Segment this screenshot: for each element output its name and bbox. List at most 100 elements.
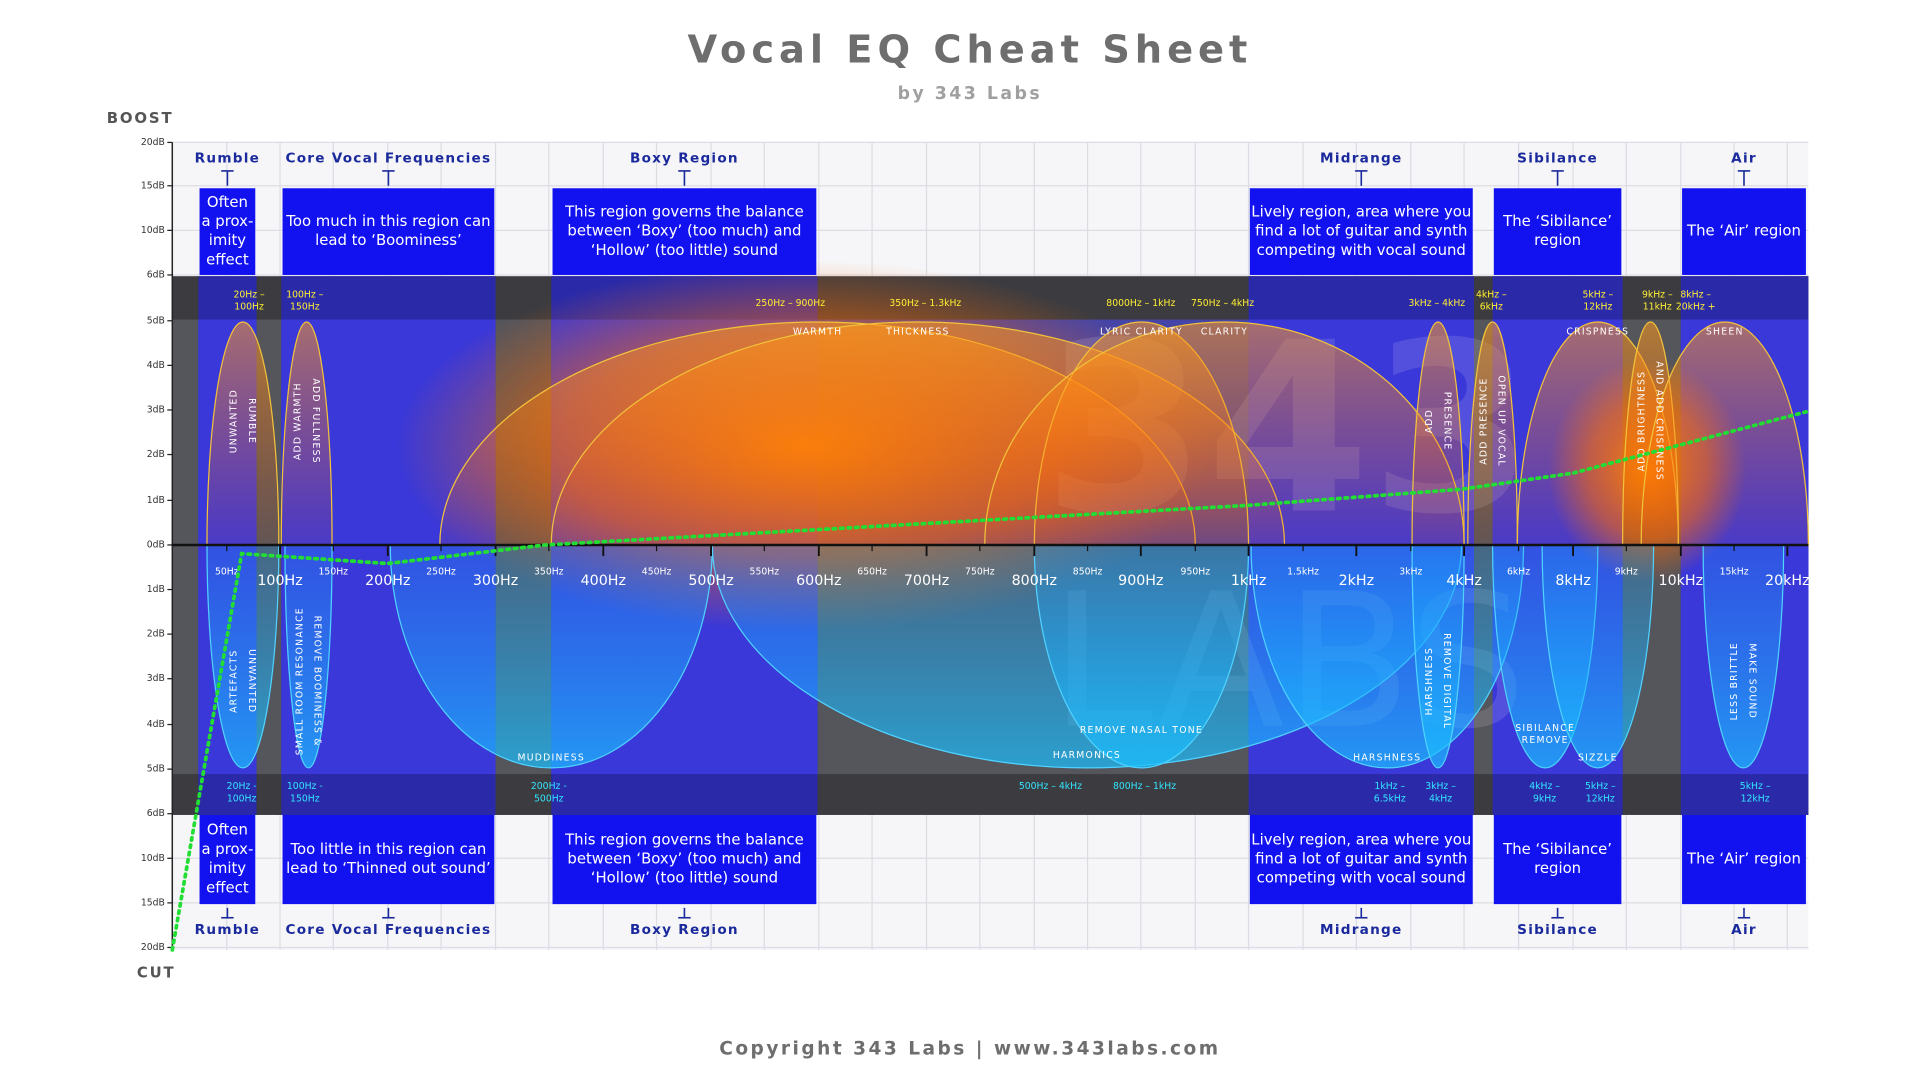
region-box [1682,188,1806,275]
y-tick-label: 2dB [147,449,165,460]
title: Vocal EQ Cheat Sheet [687,28,1252,73]
boost-label: ADD WARMTH [293,382,304,460]
boost-label: ADD PRESENCE [1478,377,1489,464]
boost-label: AND ADD CRISPNESS [1654,361,1665,481]
cut-range: 4kHz – [1529,781,1560,792]
cut-range: 5kHz – [1740,781,1771,792]
x-minor-label: 150Hz [319,567,349,578]
y-tick-label: 20dB [141,137,165,148]
x-minor-label: 6kHz [1507,567,1530,578]
region-text: Too little in this region can [289,840,486,858]
y-tick-label: 4dB [147,360,165,371]
region-text: ‘Hollow’ (too little) sound [591,869,778,887]
cut-label: MAKE SOUND [1747,643,1758,719]
y-tick-label: 10dB [141,853,165,864]
y-tick-label: 15dB [141,897,165,908]
x-minor-label: 350Hz [534,567,564,578]
boost-label: THICKNESS [885,326,950,337]
boost-range: 4kHz – [1476,289,1507,300]
region-text: find a lot of guitar and synth [1255,850,1467,868]
region-box [552,814,817,905]
x-tick-label: 100Hz [257,573,302,589]
region-text: region [1534,231,1581,249]
region-box [282,814,495,905]
cut-curve [284,544,333,769]
boost-curve [206,321,280,545]
region-name: Rumble [195,922,260,938]
cut-curve [1411,544,1465,769]
boost-label: CLARITY [1201,326,1248,337]
plot: 343LABS20dB15dB10dB6dB5dB4dB3dB2dB1dB0dB… [141,137,1811,953]
boost-range: 8000Hz – 1kHz [1106,298,1175,309]
region-text: Often [207,821,248,839]
cut-range: 9kHz [1533,793,1556,804]
boost-range: 20kHz + [1676,302,1716,313]
x-tick-label: 8kHz [1555,573,1590,589]
cut-range: 150Hz [290,793,320,804]
region-text: This region governs the balance [564,830,804,848]
region-text: effect [206,878,249,896]
cut-range: 800Hz – 1kHz [1113,781,1176,792]
x-minor-label: 3kHz [1399,567,1422,578]
cut-range: 6.5kHz [1374,793,1406,804]
y-tick-label: 20dB [141,942,165,953]
boost-range: 350Hz – 1.3kHz [889,298,961,309]
x-tick-label: 4kHz [1446,573,1481,589]
x-tick-label: 400Hz [581,573,626,589]
x-tick-label: 10kHz [1659,573,1704,589]
cut-label: SMALL ROOM RESONANCE [294,607,305,755]
boost-range: 6kHz [1480,302,1503,313]
region-text: a prox- [201,840,253,858]
cut-label: REMOVE NASAL TONE [1080,725,1203,736]
y-tick-label: 6dB [147,269,165,280]
region-text: Lively region, area where you [1251,202,1471,220]
boost-range: 100Hz – [286,289,323,300]
region-text: The ‘Air’ region [1686,850,1801,868]
cut-range: 500Hz [534,793,564,804]
boost-range: 11kHz [1643,302,1672,313]
region-text: Lively region, area where you [1251,830,1471,848]
x-minor-label: 850Hz [1073,567,1103,578]
x-minor-label: 15kHz [1720,567,1749,578]
cut-range: 1kHz – [1374,781,1405,792]
cut-label: MUDDINESS [518,752,585,763]
region-box [199,188,256,275]
region-text: competing with vocal sound [1257,869,1466,887]
boost-label: CRISPNESS [1566,326,1629,337]
region-name: Midrange [1320,922,1402,938]
region-name: Core Vocal Frequencies [285,922,491,938]
y-tick-label: 5dB [147,764,165,775]
region-box [1682,814,1806,905]
x-tick-label: 700Hz [904,573,949,589]
region-text: between ‘Boxy’ (too much) and [567,850,801,868]
cut-label: SIBILANCE [1515,723,1575,734]
copyright: Copyright 343 Labs | www.343labs.com [719,1039,1220,1060]
boost-range: 9kHz – [1642,289,1673,300]
y-tick-label: 3dB [147,673,165,684]
x-tick-label: 500Hz [688,573,733,589]
region-text: imity [209,859,247,877]
boost-label: PRESENCE [1441,392,1452,451]
boost-range: 20Hz – [233,289,265,300]
cut-range: 100Hz [227,793,257,804]
y-tick-label: 1dB [147,495,165,506]
region-box [1249,188,1473,275]
region-text: This region governs the balance [564,202,804,220]
region-text: ‘Hollow’ (too little) sound [591,241,778,259]
y-tick-label: 6dB [147,808,165,819]
x-minor-label: 250Hz [426,567,456,578]
region-box [1493,814,1622,905]
region-text: between ‘Boxy’ (too much) and [567,222,801,240]
x-tick-label: 2kHz [1339,573,1374,589]
cut-range: 20Hz - [227,781,257,792]
x-minor-label: 550Hz [750,567,780,578]
boost-range: 250Hz – 900Hz [756,298,826,309]
region-name: Core Vocal Frequencies [285,151,491,167]
cut-range: 5kHz – [1585,781,1616,792]
x-minor-label: 650Hz [857,567,887,578]
region-text: competing with vocal sound [1257,241,1466,259]
region-box [199,814,256,905]
cut-range: 4kHz [1429,793,1452,804]
region-text: The ‘Air’ region [1686,222,1801,240]
